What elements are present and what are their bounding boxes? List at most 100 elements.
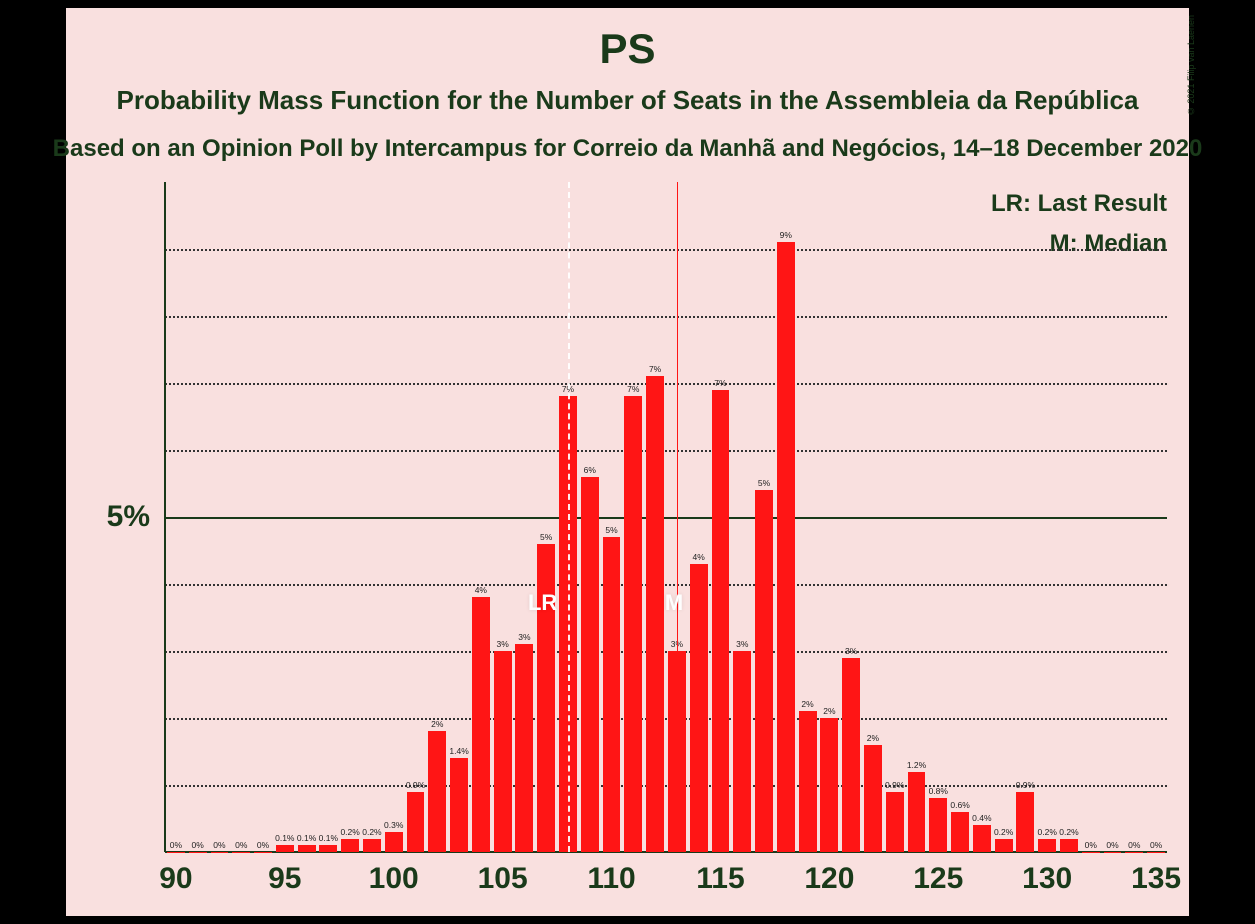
bar-value-label: 0.2% [994,827,1013,837]
bar [646,376,664,852]
bar-value-label: 2% [867,733,879,743]
bar-value-label: 2% [431,719,443,729]
bar-value-label: 7% [649,364,661,374]
bar [712,390,730,852]
bar-value-label: 1.2% [907,760,926,770]
bar-value-label: 5% [758,478,770,488]
bar [385,832,403,852]
bar-value-label: 0% [1150,840,1162,850]
bar [450,758,468,852]
x-axis-label: 90 [159,862,192,896]
gridline [165,651,1167,653]
bar-value-label: 0.9% [885,780,904,790]
gridline [165,249,1167,251]
x-axis-label: 135 [1131,862,1181,896]
bar [995,839,1013,852]
bar [1147,852,1165,853]
median-line [677,182,679,852]
bar-value-label: 0.9% [406,780,425,790]
bar [581,477,599,852]
bar [494,651,512,852]
bar [1060,839,1078,852]
bar-value-label: 0% [1106,840,1118,850]
bar-value-label: 6% [584,465,596,475]
bar [407,792,425,852]
bar-value-label: 0% [170,840,182,850]
bar [211,852,229,853]
x-axis-label: 105 [478,862,528,896]
bar [864,745,882,852]
bar [254,852,272,853]
bar-value-label: 3% [845,646,857,656]
bar [319,845,337,852]
bar-value-label: 0.1% [297,833,316,843]
chart-title: PS [0,25,1255,73]
x-axis-label: 110 [587,862,635,896]
bar-value-label: 5% [540,532,552,542]
bar [298,845,316,852]
bar-value-label: 2% [823,706,835,716]
bar [929,798,947,852]
bar-value-label: 0.2% [340,827,359,837]
bar-value-label: 0% [192,840,204,850]
bar [428,731,446,852]
chart-subtitle: Probability Mass Function for the Number… [0,85,1255,116]
bar [276,845,294,852]
bar [951,812,969,852]
bar-value-label: 0.3% [384,820,403,830]
last-result-marker: LR [528,590,557,616]
bar-value-label: 7% [627,384,639,394]
plot-area: LR M 0%0%0%0%0%0.1%0.1%0.1%0.2%0.2%0.3%0… [165,182,1167,852]
gridline [165,718,1167,720]
bar-value-label: 0% [1085,840,1097,850]
bar [341,839,359,852]
last-result-line [568,182,570,852]
gridline [165,517,1167,519]
gridline [165,383,1167,385]
bar [973,825,991,852]
bar [820,718,838,852]
bar [1082,852,1100,853]
bar-value-label: 3% [496,639,508,649]
median-marker: M [665,590,683,616]
bar-value-label: 2% [801,699,813,709]
bar-value-label: 5% [605,525,617,535]
bar [515,644,533,852]
bar-value-label: 0% [213,840,225,850]
bar-value-label: 0.1% [319,833,338,843]
bar [624,396,642,852]
x-axis-label: 125 [913,862,963,896]
x-axis-label: 95 [268,862,301,896]
gridline [165,450,1167,452]
bar [777,242,795,852]
bar-value-label: 1.4% [449,746,468,756]
gridline [165,584,1167,586]
bar-value-label: 0% [257,840,269,850]
chart-source-subtitle: Based on an Opinion Poll by Intercampus … [0,135,1255,163]
gridline [165,316,1167,318]
bar [363,839,381,852]
bar-value-label: 0.2% [362,827,381,837]
bar [690,564,708,852]
bar [189,852,207,853]
bar [886,792,904,852]
x-axis-label: 100 [369,862,419,896]
bar-value-label: 0% [235,840,247,850]
bar [1104,852,1122,853]
bar-value-label: 3% [736,639,748,649]
bar-value-label: 0.1% [275,833,294,843]
bar [755,490,773,852]
bar-value-label: 9% [780,230,792,240]
x-axis-label: 115 [696,862,744,896]
bar [733,651,751,852]
y-axis [164,182,166,852]
bar-value-label: 0.4% [972,813,991,823]
bar-value-label: 0.9% [1016,780,1035,790]
bar-value-label: 4% [693,552,705,562]
x-axis-label: 120 [804,862,854,896]
bar [167,852,185,853]
bar-value-label: 0.2% [1059,827,1078,837]
bar [1125,852,1143,853]
bar [1038,839,1056,852]
bar-value-label: 0% [1128,840,1140,850]
